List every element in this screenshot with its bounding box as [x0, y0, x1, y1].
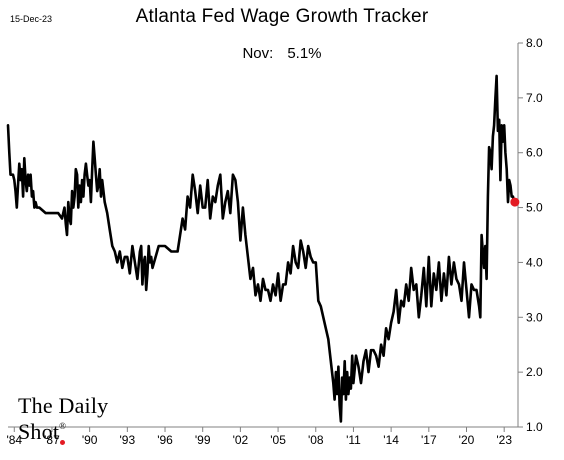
x-tick-label: '84	[6, 433, 22, 447]
x-tick-label: '14	[383, 433, 399, 447]
x-tick-label: '99	[195, 433, 211, 447]
y-tick-label: 5.0	[526, 201, 543, 215]
x-tick-label: '08	[308, 433, 324, 447]
chart-title: Atlanta Fed Wage Growth Tracker	[135, 6, 429, 27]
x-tick-label: '02	[233, 433, 249, 447]
latest-value: 5.1%	[287, 45, 322, 62]
brand-logo: The Daily Shot®	[18, 393, 161, 445]
y-tick-label: 2.0	[526, 365, 543, 379]
brand-logo-text: The Daily Shot	[18, 393, 109, 444]
latest-value-note: Nov: 5.1%	[0, 45, 564, 62]
brand-logo-dot	[60, 440, 66, 445]
x-tick-label: '87	[44, 433, 60, 447]
y-tick-label: 6.0	[526, 146, 543, 160]
date-stamp: 15-Dec-23	[10, 14, 53, 24]
x-tick-label: '93	[120, 433, 136, 447]
x-tick-label: '20	[459, 433, 475, 447]
y-tick-label: 4.0	[526, 255, 543, 269]
x-tick-label: '96	[157, 433, 173, 447]
x-tick-label: '17	[421, 433, 437, 447]
wage-growth-line	[6, 74, 517, 423]
x-tick-label: '11	[346, 433, 361, 447]
x-tick-label: '90	[82, 433, 98, 447]
latest-point-marker	[510, 197, 520, 207]
y-tick-label: 7.0	[526, 91, 543, 105]
latest-value-label: Nov:	[242, 45, 274, 62]
x-tick-label: '23	[496, 433, 512, 447]
brand-logo-mark: ®	[59, 421, 67, 431]
y-tick-label: 3.0	[526, 310, 543, 324]
y-tick-label: 1.0	[526, 420, 543, 434]
y-tick-label: 8.0	[526, 36, 543, 50]
x-tick-label: '05	[270, 433, 286, 447]
